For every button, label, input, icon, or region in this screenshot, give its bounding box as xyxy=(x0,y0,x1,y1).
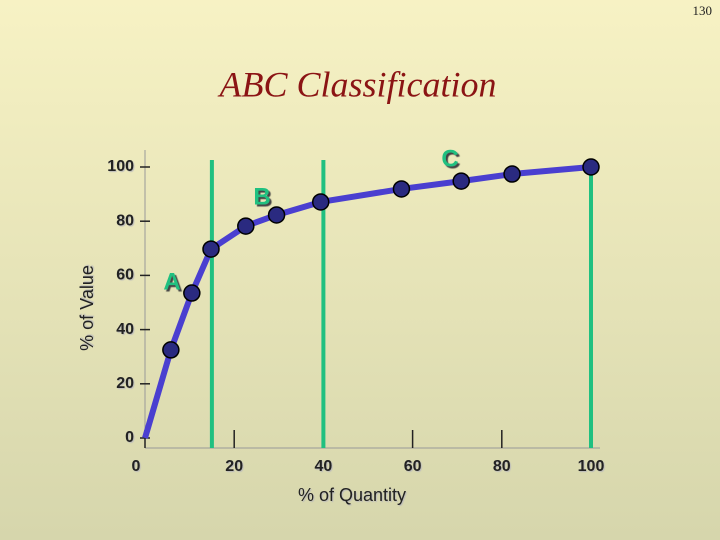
y-tick-label: 0 xyxy=(125,429,134,446)
class-label: B xyxy=(253,183,270,210)
page-number: 130 xyxy=(693,3,713,18)
x-tick-label: 0 xyxy=(132,458,141,475)
point xyxy=(311,193,330,211)
y-tick-label: 60 xyxy=(116,267,134,284)
x-tick-label: 40 xyxy=(315,458,333,475)
point xyxy=(267,206,286,224)
y-axis-title: % of Value xyxy=(77,265,97,351)
point xyxy=(237,217,255,235)
y-tick-label: 20 xyxy=(116,375,134,392)
point xyxy=(503,165,521,183)
class-label: A xyxy=(163,268,180,295)
class-label: C xyxy=(441,145,458,172)
x-tick-label: 20 xyxy=(225,458,243,475)
point xyxy=(183,284,201,302)
y-tick-label: 80 xyxy=(116,212,134,229)
x-tick-label: 60 xyxy=(404,458,422,475)
x-tick-label: 100 xyxy=(578,458,605,475)
point xyxy=(452,172,470,190)
y-tick-label: 100 xyxy=(107,158,134,175)
point xyxy=(162,341,180,359)
point xyxy=(392,180,411,198)
y-tick-label: 40 xyxy=(116,321,134,338)
x-tick-label: 80 xyxy=(493,458,511,475)
point xyxy=(202,240,220,258)
x-axis-title: % of Quantity xyxy=(298,485,406,505)
point xyxy=(582,158,600,176)
chart-title: ABC Classification xyxy=(217,64,496,104)
